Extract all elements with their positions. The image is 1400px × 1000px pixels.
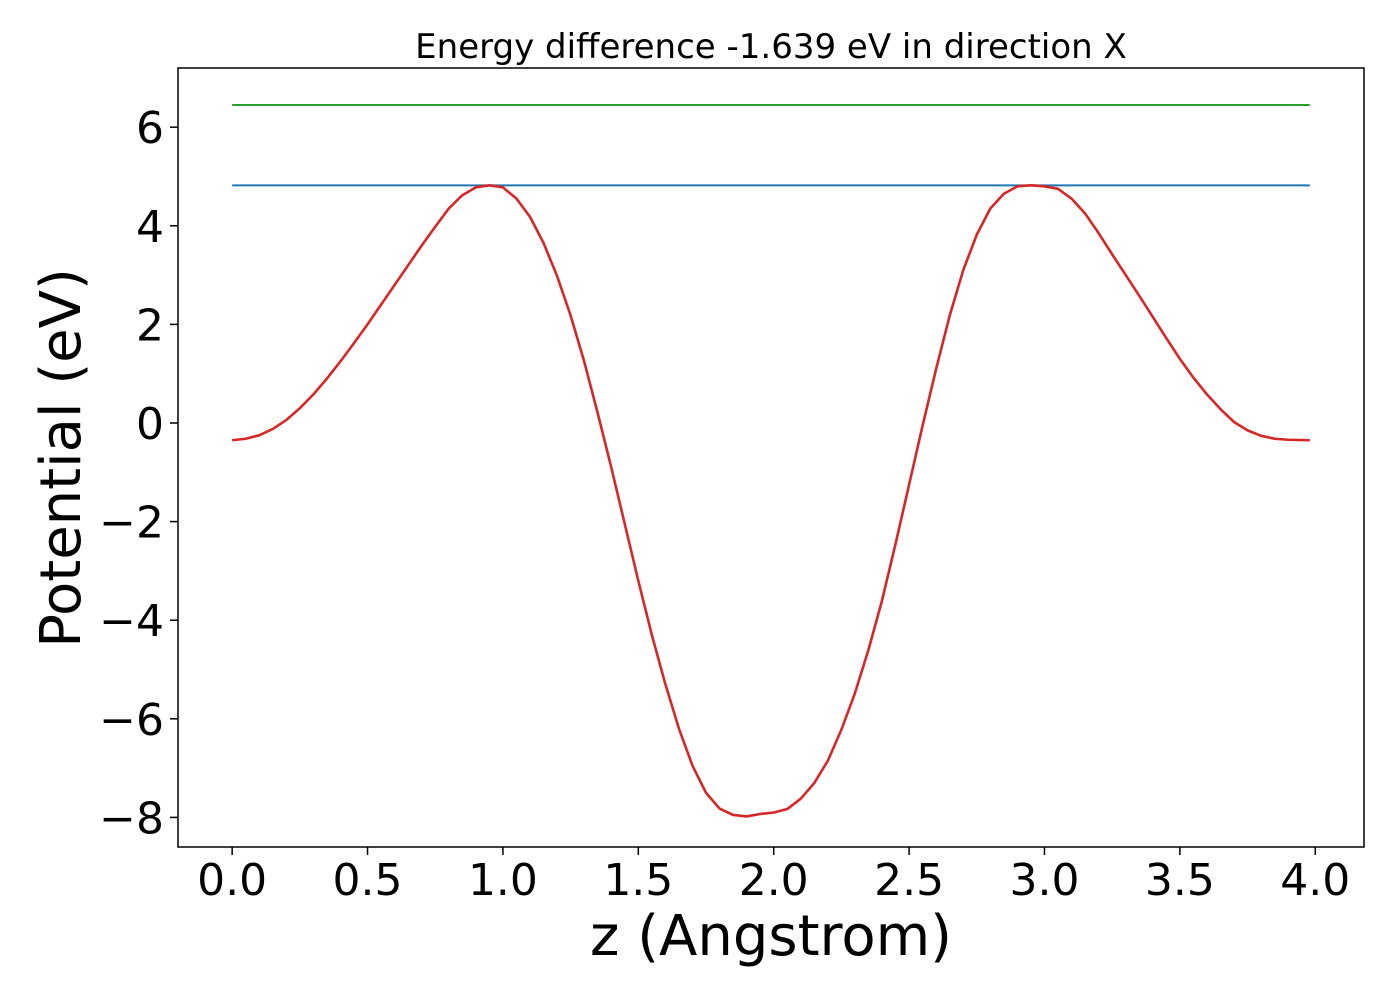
- y-axis: −8 −6 −4 −2 0 2 4 6: [99, 103, 178, 844]
- y-tick-label: −4: [99, 596, 164, 647]
- x-tick-label: 0.0: [197, 855, 267, 906]
- y-tick-label: −6: [99, 695, 164, 746]
- x-tick-label: 0.5: [333, 855, 403, 906]
- x-tick-label: 2.0: [739, 855, 809, 906]
- y-axis-title: Potential (eV): [29, 268, 94, 648]
- y-tick-label: −8: [99, 793, 164, 844]
- y-tick-label: 2: [136, 300, 164, 351]
- x-tick-label: 3.5: [1145, 855, 1215, 906]
- plot-frame: [177, 67, 1365, 848]
- x-tick-label: 3.0: [1009, 855, 1079, 906]
- x-axis-title: z (Angstrom): [590, 904, 952, 969]
- y-tick-label: 6: [136, 103, 164, 154]
- x-tick-label: 4.0: [1280, 855, 1350, 906]
- x-tick-label: 1.5: [603, 855, 673, 906]
- y-tick-label: −2: [99, 498, 164, 549]
- series-line-3: [232, 184, 1310, 818]
- x-axis: 0.0 0.5 1.0 1.5 2.0 2.5 3.0 3.5 4.0: [197, 847, 1350, 906]
- y-tick-label: 4: [136, 202, 164, 253]
- y-tick-label: 0: [136, 399, 164, 450]
- chart-title: Energy difference -1.639 eV in direction…: [415, 27, 1127, 67]
- x-tick-label: 1.0: [468, 855, 538, 906]
- series-layer: [232, 103, 1310, 818]
- x-tick-label: 2.5: [874, 855, 944, 906]
